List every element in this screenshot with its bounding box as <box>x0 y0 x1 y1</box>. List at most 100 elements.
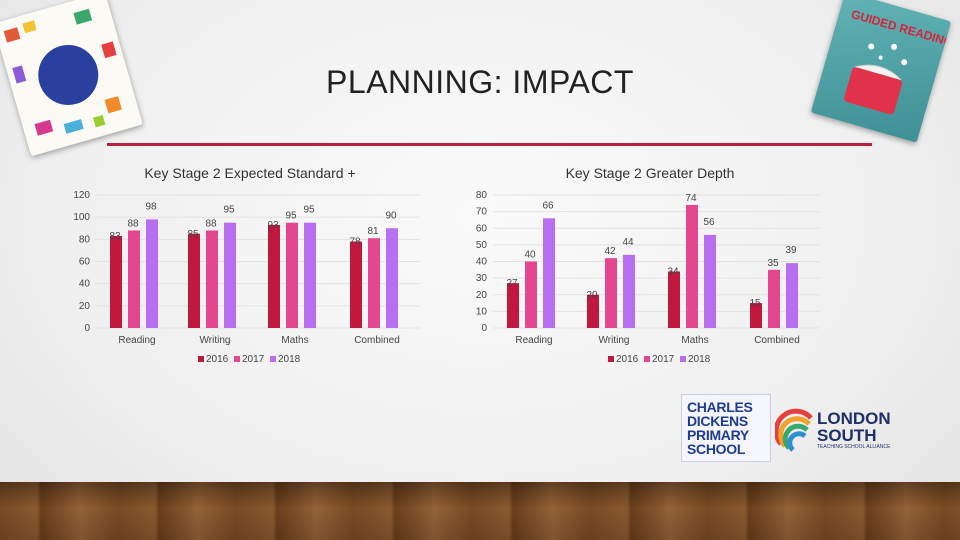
bar-2018-writing <box>224 222 236 328</box>
bar-2018-combined <box>386 228 398 328</box>
legend-swatch <box>234 356 240 362</box>
wood-floor <box>0 482 960 540</box>
y-tick-label: 100 <box>73 212 90 223</box>
y-tick-label: 40 <box>79 279 91 290</box>
y-tick-label: 120 <box>73 190 90 201</box>
y-tick-label: 80 <box>476 190 488 201</box>
category-label: Maths <box>681 335 708 346</box>
y-tick-label: 60 <box>79 257 91 268</box>
category-label: Combined <box>754 335 800 346</box>
y-tick-label: 80 <box>79 234 91 245</box>
london-south-logo: LONDON SOUTH TEACHING SCHOOL ALLIANCE <box>775 404 910 454</box>
legend-label: 2017 <box>242 354 265 365</box>
category-label: Reading <box>515 335 552 346</box>
data-label: 85 <box>187 229 199 240</box>
book-cover-icon <box>0 0 143 157</box>
alliance-name-line: SOUTH <box>817 426 877 445</box>
bar-2017-reading <box>525 261 537 328</box>
chart-title: Key Stage 2 Greater Depth <box>566 165 735 181</box>
bar-2018-maths <box>704 234 716 328</box>
floor-shadow <box>0 482 960 540</box>
category-label: Reading <box>118 335 155 346</box>
data-label: 95 <box>223 205 235 216</box>
data-label: 90 <box>385 210 397 221</box>
data-label: 20 <box>586 290 598 301</box>
bar-2017-combined <box>768 269 780 328</box>
legend-swatch <box>270 356 276 362</box>
charles-dickens-school-logo: CHARLES DICKENS PRIMARY SCHOOL <box>681 394 771 462</box>
data-label: 83 <box>109 231 121 242</box>
alliance-subtitle: TEACHING SCHOOL ALLIANCE <box>817 444 891 450</box>
legend-label: 2018 <box>688 354 711 365</box>
bar-2016-reading <box>110 236 122 328</box>
school-logo-line: PRIMARY <box>687 427 749 443</box>
legend-label: 2016 <box>616 354 639 365</box>
legend-swatch <box>644 356 650 362</box>
slide-title: PLANNING: IMPACT <box>326 64 634 100</box>
y-tick-label: 40 <box>476 257 488 268</box>
school-logo-line: DICKENS <box>687 413 748 429</box>
bar-2017-writing <box>605 258 617 328</box>
bar-2018-combined <box>786 263 798 328</box>
data-label: 74 <box>685 193 697 204</box>
y-tick-label: 20 <box>79 301 91 312</box>
data-label: 95 <box>303 205 315 216</box>
data-label: 27 <box>506 278 518 289</box>
y-tick-label: 30 <box>476 273 488 284</box>
data-label: 35 <box>767 258 779 269</box>
legend-label: 2016 <box>206 354 229 365</box>
bar-2018-writing <box>623 254 635 328</box>
title-underline <box>107 143 872 146</box>
bar-2016-combined <box>350 241 362 328</box>
data-label: 66 <box>542 200 554 211</box>
legend-swatch <box>198 356 204 362</box>
y-tick-label: 10 <box>476 306 488 317</box>
y-tick-label: 60 <box>476 223 488 234</box>
data-label: 78 <box>349 237 361 248</box>
alliance-name-line: LONDON <box>817 409 891 428</box>
bar-2016-reading <box>507 283 519 328</box>
category-label: Writing <box>200 335 231 346</box>
bar-2017-maths <box>286 222 298 328</box>
bar-2017-maths <box>686 204 698 328</box>
category-label: Writing <box>599 335 630 346</box>
y-tick-label: 20 <box>476 290 488 301</box>
category-label: Maths <box>281 335 308 346</box>
bar-2016-writing <box>188 233 200 328</box>
legend-label: 2017 <box>652 354 675 365</box>
legend-label: 2018 <box>278 354 301 365</box>
bar-2017-writing <box>206 230 218 328</box>
data-label: 95 <box>285 211 297 222</box>
y-tick-label: 0 <box>84 323 90 334</box>
data-label: 39 <box>785 245 797 256</box>
data-label: 34 <box>667 266 679 277</box>
data-label: 88 <box>205 218 217 229</box>
bar-2017-reading <box>128 230 140 328</box>
bar-2017-combined <box>368 238 380 328</box>
guided-reading-book-icon: GUIDED READING <box>810 0 952 143</box>
data-label: 56 <box>703 217 715 228</box>
bar-2016-writing <box>587 294 599 328</box>
y-tick-label: 0 <box>481 323 487 334</box>
data-label: 40 <box>524 250 536 261</box>
category-label: Combined <box>354 335 400 346</box>
legend-swatch <box>680 356 686 362</box>
bar-2018-maths <box>304 222 316 328</box>
data-label: 98 <box>145 201 157 212</box>
data-label: 81 <box>367 226 379 237</box>
school-logo-line: SCHOOL <box>687 441 746 457</box>
data-label: 42 <box>604 246 616 257</box>
data-label: 93 <box>267 220 279 231</box>
data-label: 15 <box>749 298 761 309</box>
rainbow-arc-icon <box>775 408 813 452</box>
bar-2016-maths <box>268 224 280 328</box>
bar-2016-maths <box>668 271 680 328</box>
book-cover-art <box>0 0 143 157</box>
chart-title: Key Stage 2 Expected Standard + <box>144 165 355 181</box>
data-label: 88 <box>127 218 139 229</box>
legend-swatch <box>608 356 614 362</box>
y-tick-label: 70 <box>476 207 488 218</box>
y-tick-label: 50 <box>476 240 488 251</box>
bar-2018-reading <box>543 218 555 328</box>
